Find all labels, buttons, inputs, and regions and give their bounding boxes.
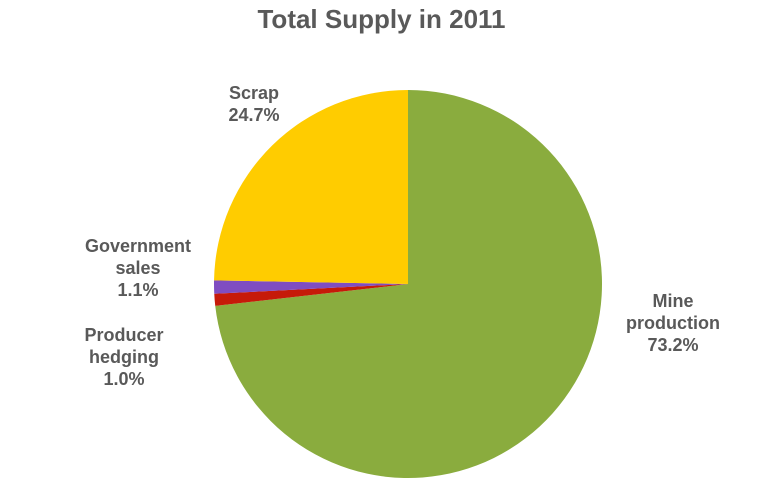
pie-slice-mine-production	[215, 90, 603, 478]
slice-label-mine-production: Mine production 73.2%	[598, 290, 748, 356]
slice-label-scrap: Scrap 24.7%	[204, 82, 304, 126]
slice-label-line: Government	[84, 236, 192, 256]
slice-label-line: Scrap	[228, 83, 280, 103]
slice-label-line: sales	[115, 258, 161, 278]
pie-slice-producer-hedging	[214, 284, 408, 306]
slice-label-line: Mine	[652, 291, 694, 311]
pie-slice-scrap	[214, 89, 408, 284]
slice-value-label: 1.0%	[103, 369, 145, 389]
slice-label-producer-hedging: Producer hedging 1.0%	[64, 324, 184, 390]
slice-value-label: 24.7%	[228, 105, 280, 125]
slice-value-label: 73.2%	[647, 335, 699, 355]
slice-value-label: 1.1%	[117, 280, 159, 300]
slice-label-line: Producer	[84, 325, 164, 345]
chart-title: Total Supply in 2011	[257, 4, 506, 34]
slice-label-line: production	[626, 313, 720, 333]
slice-label-line: hedging	[89, 347, 159, 367]
pie-slice-government-sales	[213, 280, 408, 294]
slice-label-government-sales: Government sales 1.1%	[68, 235, 208, 301]
